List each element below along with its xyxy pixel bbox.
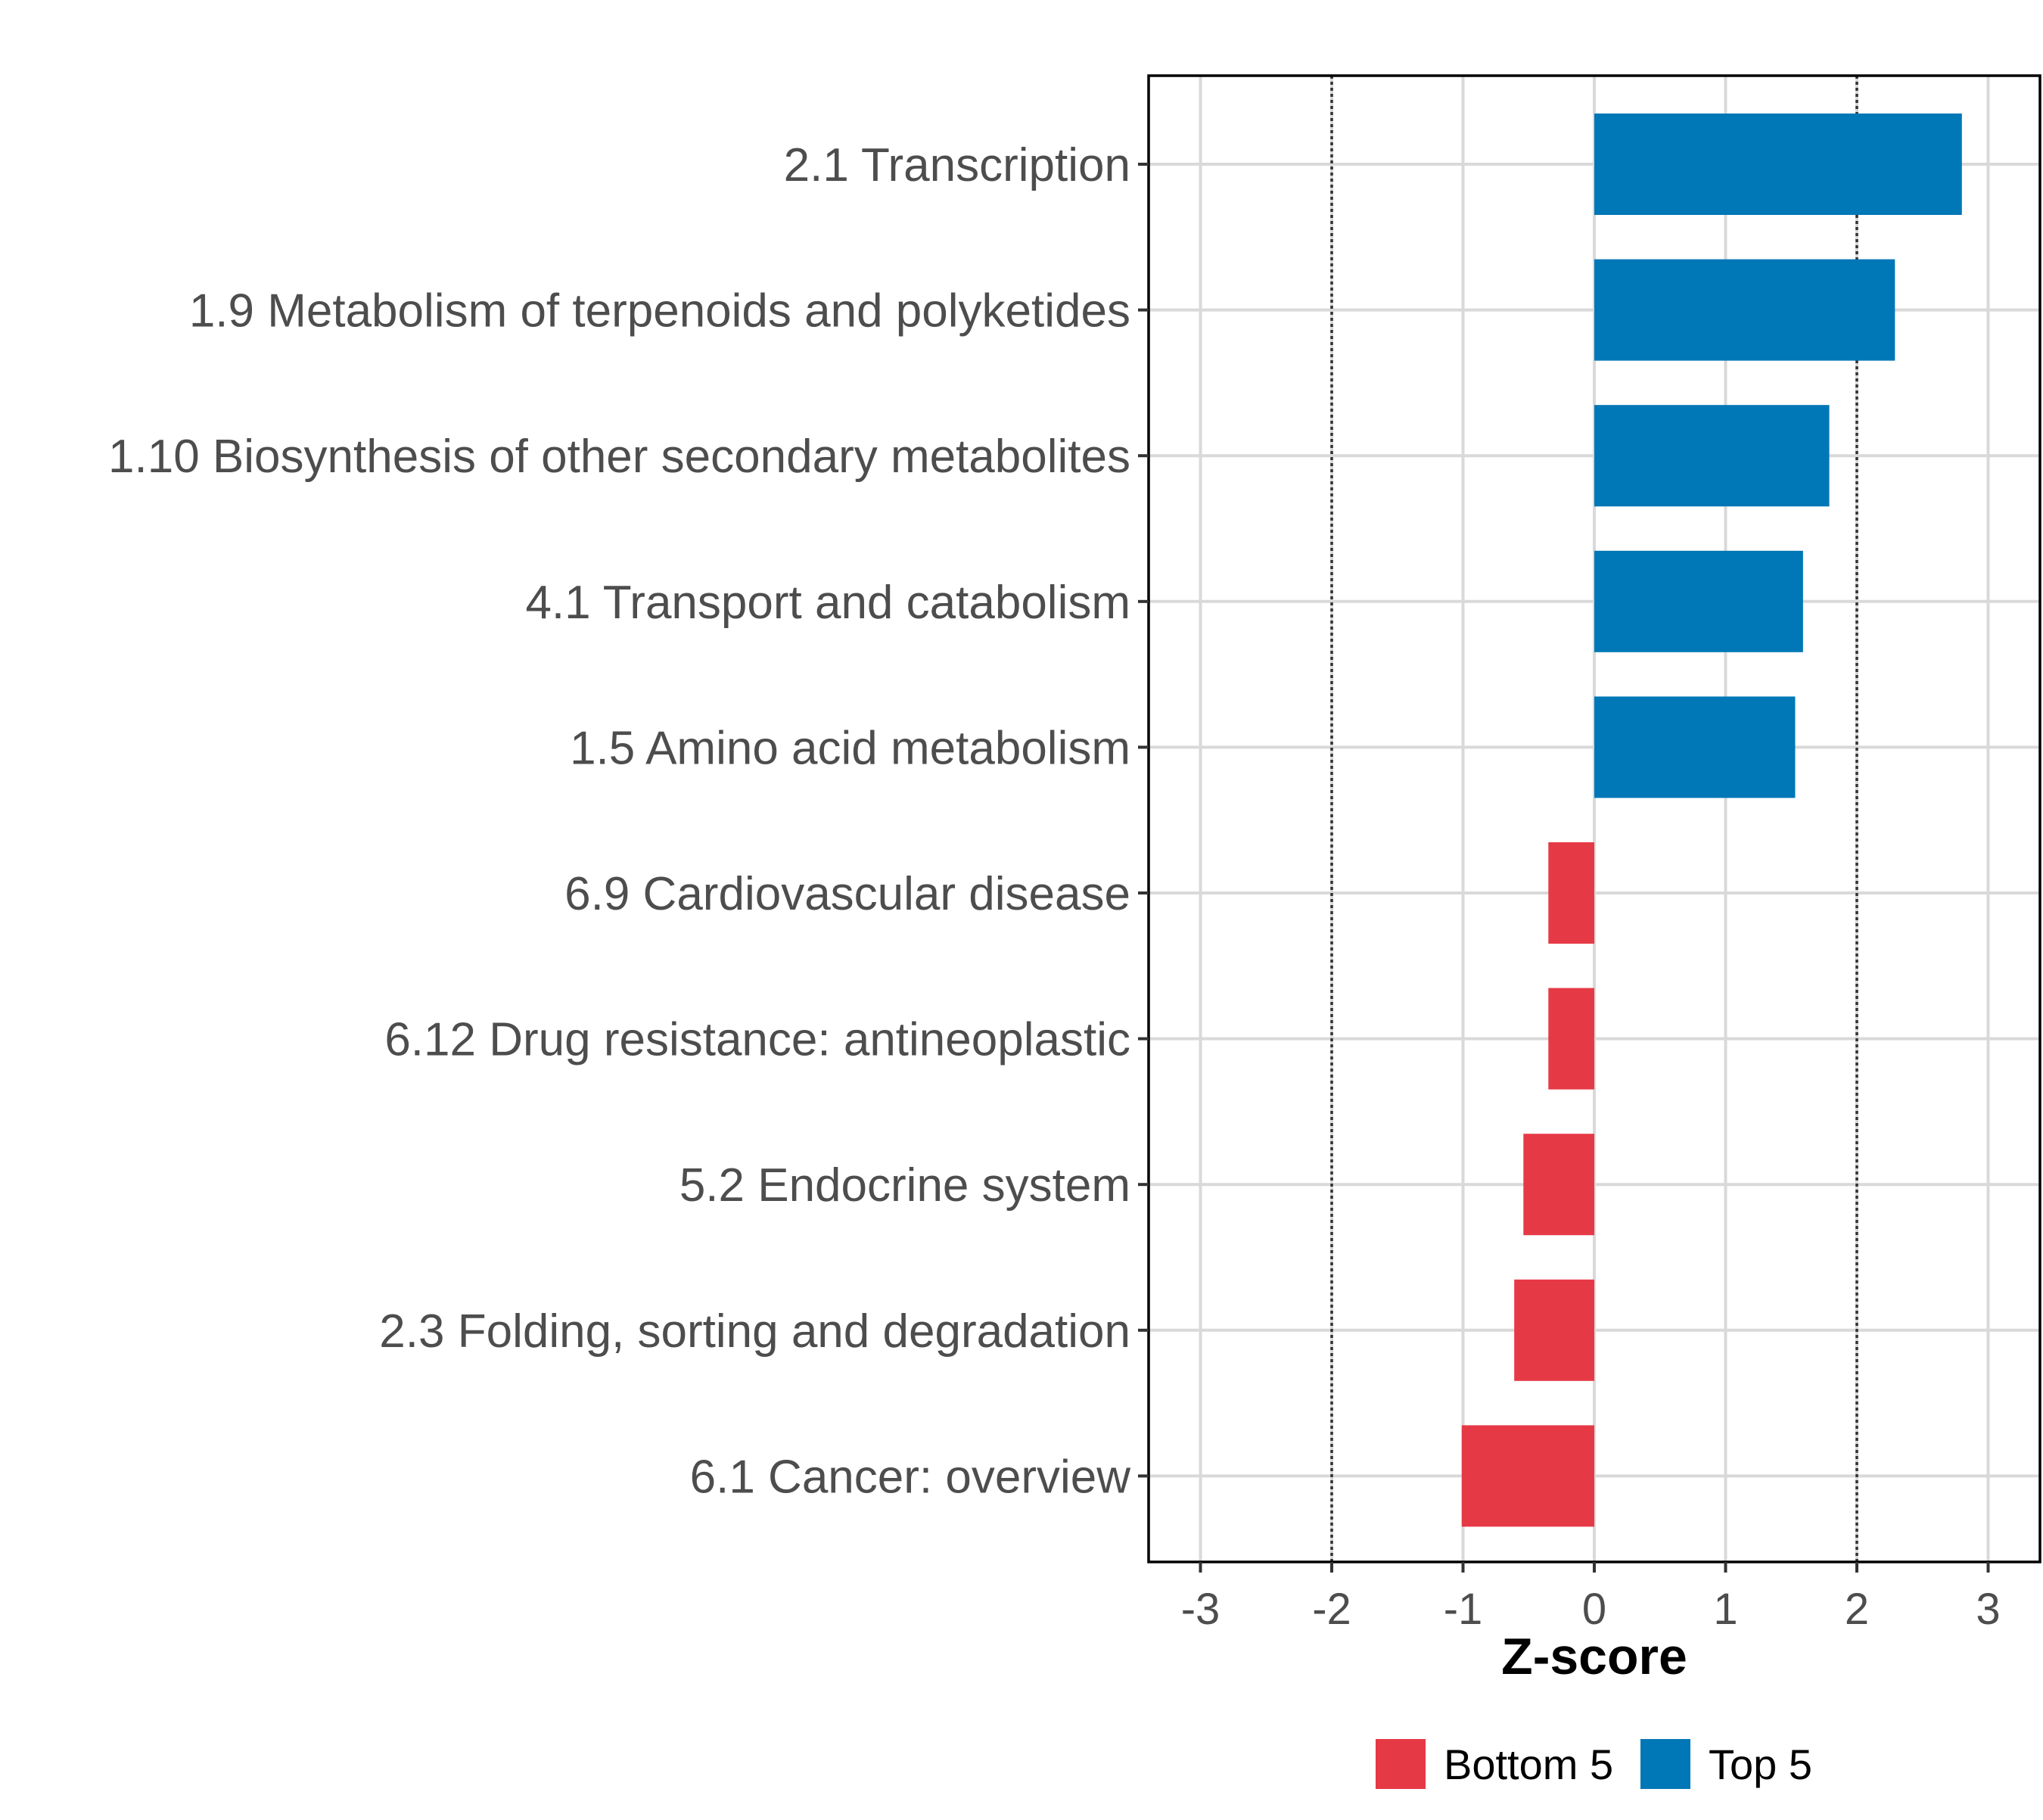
bar xyxy=(1514,1279,1594,1381)
bar xyxy=(1594,114,1962,215)
x-tick-label: -3 xyxy=(1181,1585,1221,1634)
x-tick-label: 0 xyxy=(1582,1585,1606,1634)
axis-ticks xyxy=(1138,163,1990,1573)
y-category-label: 2.1 Transcription xyxy=(784,139,1130,191)
y-category-label: 1.5 Amino acid metabolism xyxy=(570,722,1130,774)
x-tick-label: -1 xyxy=(1444,1585,1483,1634)
x-tick-label: -2 xyxy=(1312,1585,1351,1634)
bar xyxy=(1548,988,1594,1090)
y-category-label: 4.1 Transport and catabolism xyxy=(525,577,1130,629)
bar xyxy=(1548,842,1594,944)
y-category-label: 2.3 Folding, sorting and degradation xyxy=(379,1305,1130,1358)
y-category-label: 6.12 Drug resistance: antineoplastic xyxy=(384,1014,1130,1066)
legend-label: Bottom 5 xyxy=(1444,1741,1613,1788)
y-category-label: 6.9 Cardiovascular disease xyxy=(564,868,1130,920)
legend-swatch xyxy=(1376,1739,1426,1789)
bar xyxy=(1594,259,1895,361)
legend-swatch xyxy=(1640,1739,1690,1789)
y-category-label: 5.2 Endocrine system xyxy=(679,1159,1130,1212)
bar xyxy=(1594,696,1796,798)
y-axis-category-labels: 2.1 Transcription 1.9 Metabolism of terpe… xyxy=(108,139,1130,1503)
bar xyxy=(1594,550,1803,652)
x-tick-label: 1 xyxy=(1713,1585,1737,1634)
bar xyxy=(1523,1134,1594,1236)
x-tick-label: 2 xyxy=(1845,1585,1869,1634)
bar xyxy=(1461,1425,1594,1527)
legend: Bottom 5 Top 5 xyxy=(1376,1739,1812,1789)
legend-label: Top 5 xyxy=(1709,1741,1812,1788)
x-axis-title: Z-score xyxy=(1501,1628,1687,1685)
y-category-label: 1.10 Biosynthesis of other secondary met… xyxy=(108,431,1130,483)
bars-layer xyxy=(1461,114,1962,1527)
y-category-label: 1.9 Metabolism of terpenoids and polyket… xyxy=(189,285,1130,338)
x-tick-label: 3 xyxy=(1976,1585,2000,1634)
x-axis-tick-labels: -3 -2 -1 0 1 2 3 xyxy=(1181,1585,2001,1634)
bar xyxy=(1594,405,1830,507)
y-category-label: 6.1 Cancer: overview xyxy=(690,1451,1131,1503)
